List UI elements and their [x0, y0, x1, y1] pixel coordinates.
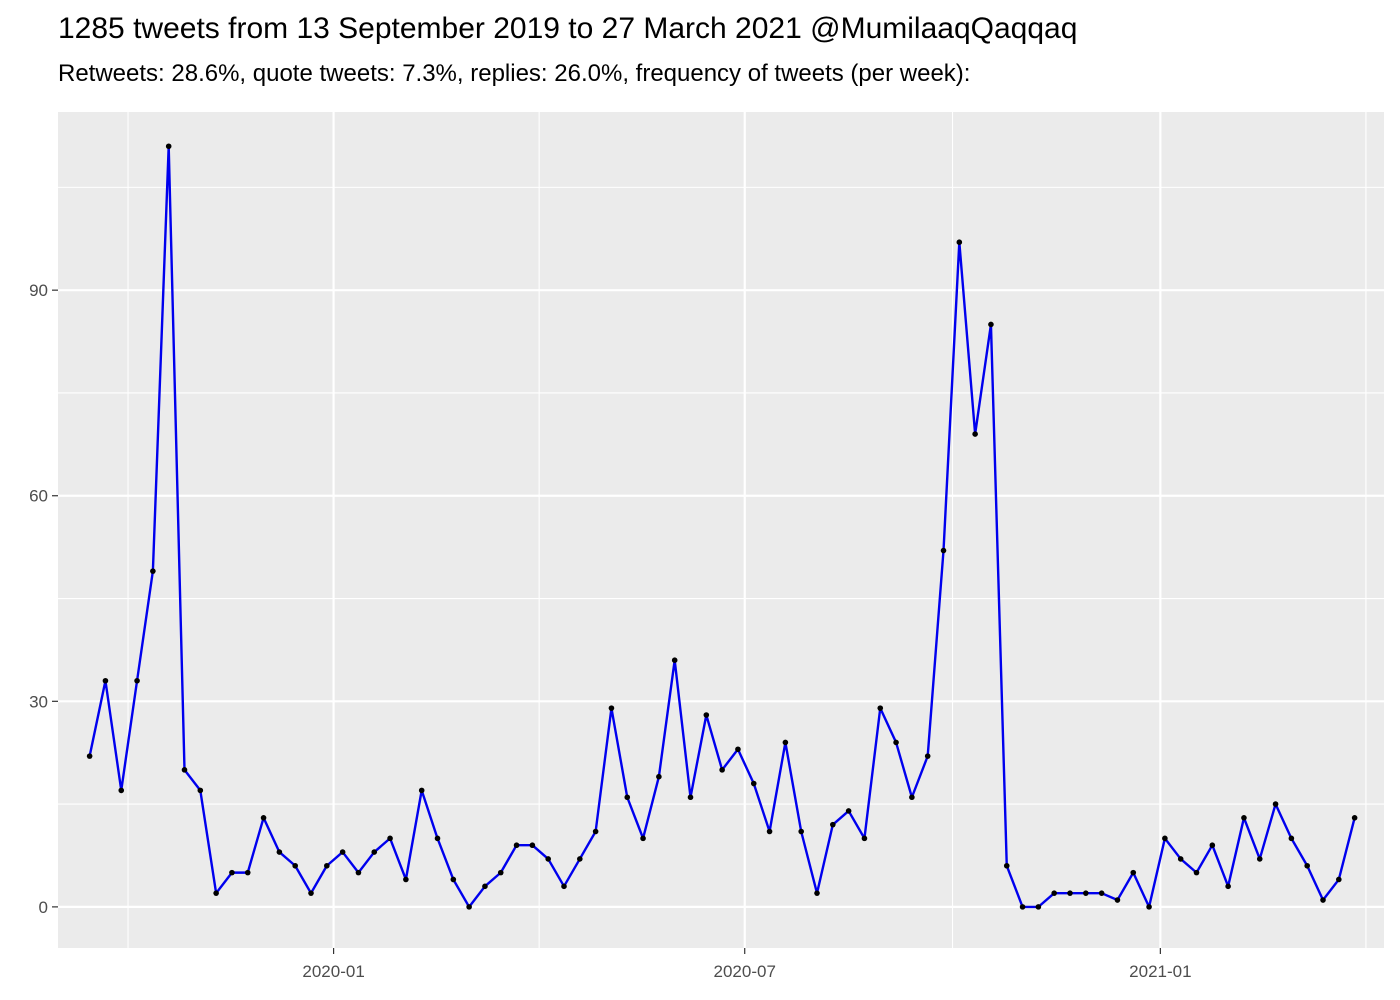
data-point: [972, 431, 978, 437]
data-point: [403, 876, 409, 883]
data-point: [1336, 876, 1342, 883]
data-point: [703, 712, 710, 718]
data-point: [1019, 904, 1026, 910]
data-point: [845, 808, 852, 814]
plot-panel: [58, 112, 1384, 948]
data-point: [513, 842, 520, 849]
data-point: [924, 753, 931, 759]
y-tick-label: 60: [29, 487, 48, 506]
data-point: [292, 862, 298, 869]
data-point: [418, 787, 425, 794]
y-tick-label: 30: [29, 692, 48, 711]
data-point: [466, 904, 472, 910]
grid-lines: [58, 112, 1384, 948]
data-point: [1193, 869, 1200, 876]
data-point: [687, 794, 694, 801]
data-point: [877, 705, 884, 711]
axis-labels: 0 30 60 90 2020-01 2020-07 2021-01: [29, 281, 1191, 981]
data-point: [861, 835, 868, 842]
x-tick-label: 2020-01: [302, 962, 364, 981]
x-tick-label: 2020-07: [714, 962, 776, 981]
data-point: [197, 787, 204, 794]
data-points: [86, 143, 1358, 910]
data-point: [1209, 842, 1216, 849]
chart-title: 1285 tweets from 13 September 2019 to 27…: [58, 12, 1078, 45]
data-point: [671, 657, 678, 663]
data-point: [308, 890, 314, 896]
y-tick-label: 0: [39, 898, 48, 917]
data-point: [1288, 835, 1295, 842]
data-point: [1098, 890, 1105, 896]
data-point: [1083, 890, 1089, 896]
data-point: [355, 869, 362, 876]
data-point: [260, 815, 267, 821]
data-point: [1225, 883, 1231, 890]
data-point: [1003, 862, 1010, 869]
data-point: [1351, 815, 1358, 821]
data-point: [1114, 897, 1121, 903]
data-point: [830, 821, 836, 828]
data-point: [577, 856, 583, 862]
data-point: [165, 143, 172, 150]
data-point: [719, 767, 725, 773]
data-point: [450, 876, 457, 883]
data-point: [1177, 856, 1184, 862]
data-point: [150, 568, 156, 574]
data-point: [893, 739, 899, 746]
data-point: [1130, 869, 1137, 876]
data-point: [640, 835, 646, 842]
data-point: [782, 739, 789, 746]
data-point: [339, 849, 346, 855]
data-point: [592, 828, 599, 835]
data-point: [118, 787, 125, 794]
data-point: [371, 849, 378, 855]
data-point: [1304, 862, 1310, 869]
chart-subtitle: Retweets: 28.6%, quote tweets: 7.3%, rep…: [58, 60, 971, 87]
data-point: [656, 773, 662, 780]
data-point: [244, 869, 251, 876]
data-point: [1241, 815, 1247, 821]
data-point: [213, 890, 219, 896]
data-point: [1051, 890, 1057, 896]
data-point: [529, 842, 536, 849]
data-point: [909, 794, 915, 801]
data-point: [766, 828, 773, 835]
data-point: [86, 753, 93, 759]
data-point: [624, 794, 631, 801]
data-point: [497, 869, 504, 876]
data-point: [956, 239, 963, 245]
data-point: [608, 705, 615, 711]
data-point: [814, 890, 820, 896]
data-point: [750, 780, 757, 787]
data-point: [1146, 904, 1152, 910]
data-point: [229, 869, 235, 876]
data-point: [434, 835, 441, 842]
data-point: [735, 746, 741, 753]
data-point: [482, 883, 488, 890]
data-point: [561, 883, 567, 890]
data-point: [1162, 835, 1168, 842]
data-point: [1067, 890, 1073, 896]
y-tick-label: 90: [29, 281, 48, 300]
data-point: [1256, 856, 1263, 862]
data-point: [988, 321, 994, 328]
data-point: [545, 856, 551, 862]
data-point: [798, 828, 804, 835]
data-point: [276, 849, 283, 855]
data-point: [940, 547, 947, 554]
data-point: [181, 767, 188, 773]
x-tick-label: 2021-01: [1129, 962, 1191, 981]
data-point: [1320, 897, 1326, 903]
data-point: [324, 862, 330, 869]
data-point: [102, 677, 109, 684]
data-point: [1272, 801, 1279, 807]
data-point: [1035, 904, 1042, 910]
data-point: [134, 677, 140, 684]
data-point: [387, 835, 393, 842]
